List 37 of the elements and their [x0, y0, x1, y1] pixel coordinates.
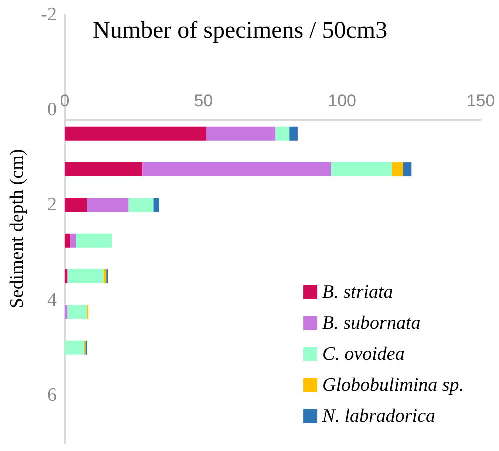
bar	[65, 340, 84, 355]
x-tick-label: 0	[60, 91, 70, 110]
bar	[392, 162, 404, 177]
legend-label: C. ovoidea	[322, 344, 405, 365]
bar	[331, 162, 392, 177]
legend-label: N. labradorica	[322, 406, 436, 427]
y-tick-label: -2	[41, 4, 57, 26]
chart-title: Number of specimens / 50cm3	[93, 18, 388, 44]
bar	[87, 198, 129, 212]
bar	[65, 234, 71, 248]
bar	[65, 126, 206, 141]
legend-label: B. striata	[322, 282, 394, 303]
bar	[70, 234, 76, 248]
bar	[76, 234, 112, 248]
y-tick-label: 4	[48, 290, 58, 311]
bar	[128, 198, 154, 212]
bar	[104, 270, 107, 284]
x-tick-label: 150	[466, 91, 496, 110]
bar	[403, 162, 412, 177]
bar	[68, 305, 88, 320]
legend-label: B. subornata	[322, 313, 421, 334]
legend-label: Globobulimina sp.	[322, 375, 464, 396]
x-tick-label: 100	[328, 91, 357, 110]
y-tick-label: 6	[48, 384, 57, 406]
bar	[65, 270, 68, 284]
y-tick-label: 2	[48, 194, 57, 216]
bar	[65, 198, 88, 212]
bar	[290, 126, 298, 141]
bar	[206, 126, 276, 141]
bar	[154, 198, 160, 212]
bar	[68, 270, 104, 284]
bar	[142, 162, 332, 177]
bar	[65, 162, 143, 177]
bar	[65, 305, 68, 320]
x-tick-label: 50	[194, 91, 214, 110]
y-axis-title: Sediment depth (cm)	[7, 149, 28, 309]
bar	[276, 126, 290, 141]
